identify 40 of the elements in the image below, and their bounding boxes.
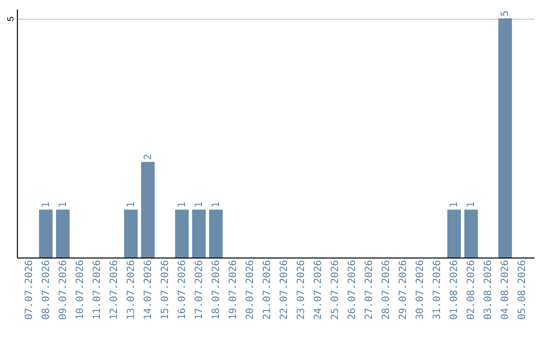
x-tick-label: 10.07.2026: [74, 260, 86, 320]
x-tick-label: 16.07.2026: [176, 260, 188, 320]
x-tick-label: 30.07.2026: [415, 260, 426, 320]
x-tick-label: 26.07.2026: [347, 260, 358, 320]
x-tick-label: 22.07.2026: [278, 260, 290, 320]
data-label: 1: [449, 202, 460, 208]
x-tick-label: 24.07.2026: [312, 260, 324, 320]
x-tick-label: 29.07.2026: [398, 260, 410, 320]
x-tick-label: 03.08.2026: [483, 260, 494, 320]
x-tick-label: 14.07.2026: [142, 260, 154, 320]
x-tick-label: 05.08.2026: [517, 260, 528, 320]
x-tick-label: 27.07.2026: [364, 260, 376, 320]
x-tick-label: 09.07.2026: [58, 260, 69, 320]
x-tick-label: 01.08.2026: [449, 260, 460, 320]
x-tick-label: 12.07.2026: [108, 260, 120, 320]
x-tick-label: 20.07.2026: [244, 260, 256, 320]
x-tick-label: 13.07.2026: [126, 260, 137, 320]
x-tick-label: 28.07.2026: [381, 260, 392, 320]
x-tick-label: 17.07.2026: [194, 260, 205, 320]
x-tick-label: 11.07.2026: [92, 260, 103, 320]
x-tick-label: 07.07.2026: [24, 260, 35, 320]
x-tick-label: 15.07.2026: [160, 260, 171, 320]
data-label: 1: [58, 202, 69, 208]
x-tick-label: 31.07.2026: [432, 260, 444, 320]
x-tick-label: 02.08.2026: [466, 260, 478, 320]
data-label: 1: [126, 202, 137, 208]
x-tick-label: 04.08.2026: [500, 260, 512, 320]
x-tick-label: 18.07.2026: [210, 260, 222, 320]
data-label: 1: [194, 202, 205, 208]
data-label: 1: [210, 202, 222, 208]
x-tick-label: 08.07.2026: [40, 260, 52, 320]
data-label: 1: [40, 202, 52, 208]
data-label: 5: [500, 10, 512, 16]
x-tick-label: 19.07.2026: [228, 260, 239, 320]
data-label: 1: [176, 202, 188, 208]
x-tick-label: 23.07.2026: [296, 260, 307, 320]
data-label: 1: [466, 202, 478, 208]
data-label: 2: [142, 154, 154, 160]
x-tick-label: 25.07.2026: [330, 260, 341, 320]
x-tick-label: 21.07.2026: [262, 260, 273, 320]
